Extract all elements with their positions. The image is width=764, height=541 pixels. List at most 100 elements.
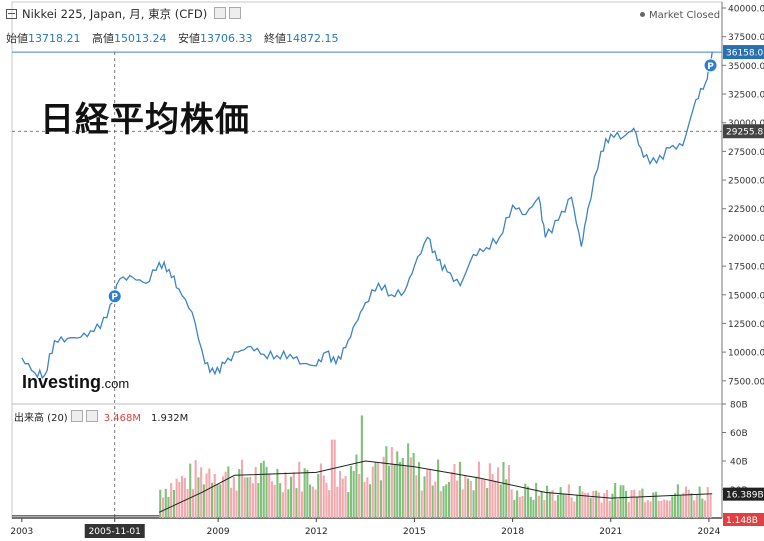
volume-bar [323,476,325,519]
volume-bar [353,471,355,518]
volume-bar [178,482,180,518]
overlay-title: 日経平均株価 [40,92,250,141]
volume-bar [208,469,210,519]
volume-bar [590,498,592,518]
compare-button[interactable] [229,7,241,19]
volume-bar [192,489,194,518]
volume-bar [641,489,643,518]
open-label: 始値 [6,32,28,45]
volume-bar [690,493,692,518]
volume-bar [404,466,406,518]
volume-bar [606,490,608,518]
volume-bar [421,491,423,518]
volume-bar [396,451,398,518]
volume-bar [252,483,254,518]
volume-bar [170,483,172,518]
volume-bar [279,483,281,518]
volume-bar [592,491,594,518]
volume-bar [350,466,352,518]
volume-bar [298,462,300,518]
volume-bar [443,486,445,518]
volume-bar [162,498,164,519]
crosshair-price-label: 29255.8 [726,128,763,138]
volume-bar [522,496,524,518]
volume-bar [271,481,273,518]
volume-bar [470,481,472,518]
volume-bar [650,501,652,518]
settings-button[interactable] [214,7,226,19]
volume-bar [660,501,662,518]
volume-bar [543,500,545,518]
volume-bar [358,474,360,518]
volume-value-1: 3.468M [104,413,141,424]
volume-bar [394,464,396,518]
volume-bar [236,491,238,518]
low-label: 安値 [178,32,200,45]
volume-bar [704,501,706,519]
volume-bar [184,478,186,518]
volume-value-2: 1.932M [151,413,188,424]
volume-bar [478,462,480,518]
volume-bar [315,490,317,518]
volume-bar [519,497,521,518]
volume-bar [481,479,483,519]
volume-bar [467,479,469,518]
volume-bar [508,465,510,518]
volume-bar [622,485,624,518]
volume-bar [609,501,611,518]
volume-bar [195,460,197,518]
volume-bar [415,475,417,518]
volume-bar [699,487,701,518]
volume-y-tick-label: 60B [730,429,748,439]
volume-bar [568,484,570,518]
y-tick-label: 20000.0 [728,234,764,244]
close-value: 14872.15 [286,32,339,45]
volume-bar [710,495,712,519]
volume-bar [486,488,488,518]
volume-bar [260,463,262,518]
volume-settings-button[interactable] [71,410,83,422]
volume-bar [434,482,436,518]
volume-bar [388,466,390,518]
volume-bar [527,486,529,518]
volume-bar [636,497,638,519]
low-value: 13706.33 [200,32,253,45]
volume-bars [159,415,711,518]
volume-bar [290,477,292,518]
volume-bar [669,501,671,519]
volume-current-label: 1.148B [726,516,758,526]
volume-bar [620,485,622,518]
volume-bar [238,469,240,518]
volume-bar [369,484,371,518]
volume-bar [666,500,668,518]
volume-bar [475,477,477,518]
volume-bar [696,494,698,518]
volume-bar [391,447,393,518]
volume-bar [511,489,513,518]
volume-bar [347,492,349,518]
volume-bar [701,499,703,519]
volume-bar [680,495,682,518]
volume-value-label: 16.389B [726,491,764,501]
volume-bar [399,462,401,518]
volume-bar [274,485,276,518]
volume-bar [301,492,303,519]
volume-bar [453,464,455,518]
volume-bar [451,472,453,518]
volume-bar [448,482,450,518]
status-dot-icon [640,12,645,17]
volume-bar [187,489,189,518]
volume-bar [693,500,695,518]
volume-bar [257,483,259,518]
volume-bar [189,464,191,518]
volume-bar [225,472,227,518]
volume-bar [502,462,504,518]
volume-bar [524,484,526,518]
volume-bar [647,500,649,518]
volume-close-button[interactable] [86,410,98,422]
chart-menu-icon[interactable] [6,9,17,19]
ohlc-readout: 始値13718.21 高値15013.24 安値13706.33 終値14872… [6,30,347,46]
volume-bar [268,473,270,518]
volume-bar [631,490,633,518]
